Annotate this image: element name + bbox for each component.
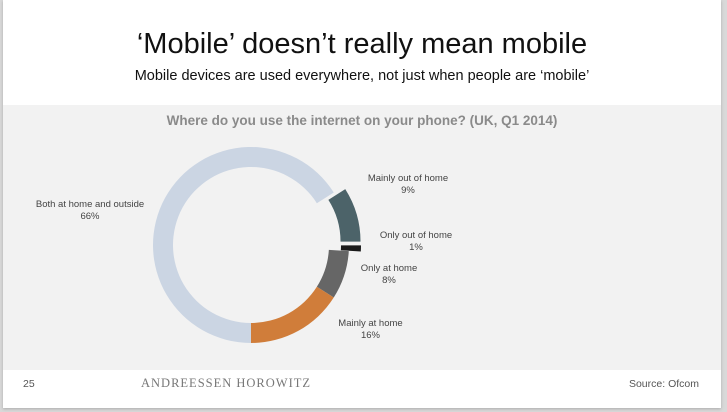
slice-value: 1%	[409, 242, 423, 253]
label-mainly-out: Mainly out of home 9%	[358, 173, 458, 197]
slice-label: Only at home	[360, 263, 418, 274]
label-only-out: Only out of home 1%	[371, 230, 461, 254]
label-both: Both at home and outside 66%	[25, 199, 155, 223]
slice-only-at-home	[316, 249, 349, 298]
slice-label: Both at home and outside	[35, 199, 145, 210]
slice-mainly-out-of-home	[328, 189, 361, 242]
slide-subtitle: Mobile devices are used everywhere, not …	[134, 68, 590, 84]
slide-title: ‘Mobile’ doesn’t really mean mobile	[136, 28, 588, 60]
slice-value: 8%	[382, 275, 396, 286]
source: Source: Ofcom	[628, 378, 699, 390]
slice-mainly-at-home	[251, 286, 334, 343]
chart-title: Where do you use the internet on your ph…	[166, 113, 558, 128]
donut-chart	[153, 147, 361, 343]
slice-label: Mainly out of home	[367, 173, 449, 184]
slide: ‘Mobile’ doesn’t really mean mobile Mobi…	[3, 0, 721, 408]
slice-label: Mainly at home	[338, 318, 403, 329]
slice-only-out-of-home	[340, 245, 361, 252]
slice-label: Only out of home	[379, 230, 453, 241]
slice-value: 9%	[401, 185, 415, 196]
label-mainly-home: Mainly at home 16%	[328, 318, 413, 342]
brand-logo: ANDREESSEN HOROWITZ	[141, 376, 312, 390]
slice-value: 16%	[360, 330, 380, 341]
chart-area	[3, 105, 721, 370]
slice-value: 66%	[80, 211, 100, 222]
page-number: 25	[23, 378, 35, 390]
label-only-home: Only at home 8%	[349, 263, 429, 287]
